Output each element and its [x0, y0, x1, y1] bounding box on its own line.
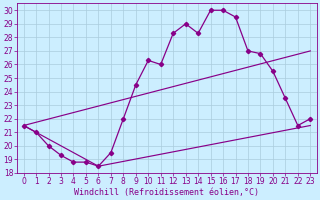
X-axis label: Windchill (Refroidissement éolien,°C): Windchill (Refroidissement éolien,°C) — [75, 188, 260, 197]
